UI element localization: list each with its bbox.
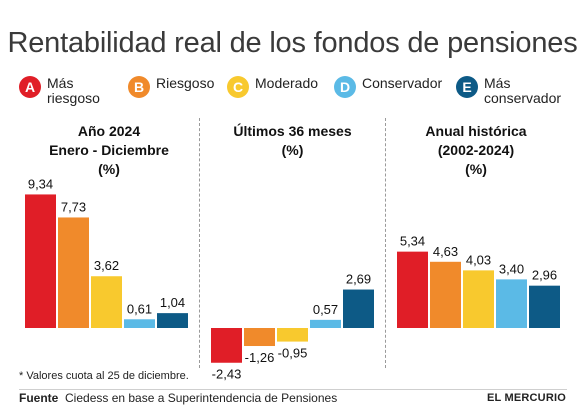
panel-unit-2024: (%) — [98, 161, 120, 177]
legend-label-b: Riesgoso — [156, 76, 214, 91]
panel-unit-36m: (%) — [281, 142, 304, 158]
legend-badge-e: E — [456, 76, 478, 98]
value-label-panel2-b: -1,26 — [245, 350, 275, 365]
chart-title: Rentabilidad real de los fondos de pensi… — [7, 27, 578, 59]
value-label-panel2-e: 2,69 — [346, 272, 371, 287]
value-label-panel3-e: 2,96 — [532, 268, 557, 283]
bar-panel3-b — [430, 261, 461, 328]
legend-badge-d: D — [334, 76, 356, 98]
source-text: Ciedess en base a Superintendencia de Pe… — [65, 391, 338, 405]
legend-label-a-line2: riesgoso — [47, 90, 100, 106]
value-label-panel3-d: 3,40 — [499, 261, 524, 276]
legend-label-b-line1: Riesgoso — [156, 75, 215, 91]
panel-subtitle-2024: Enero - Diciembre — [49, 142, 169, 158]
legend-label-e: Más conservador — [484, 76, 561, 106]
bar-panel1-c — [91, 276, 122, 328]
legend-label-a-line1: Más — [47, 75, 74, 91]
legend-label-d-line1: Conservador — [362, 75, 443, 91]
value-label-panel1-c: 3,62 — [94, 258, 119, 273]
panel-unit-historic: (%) — [465, 161, 487, 177]
value-label-panel1-e: 1,04 — [160, 295, 185, 310]
bar-panel2-c — [277, 328, 308, 342]
bar-panel1-e — [157, 313, 188, 328]
bar-panel3-d — [496, 279, 527, 328]
value-label-panel1-b: 7,73 — [61, 199, 86, 214]
legend-label-c: Moderado — [255, 76, 318, 91]
legend-item-d: D Conservador — [334, 76, 442, 98]
bar-panel1-d — [124, 319, 155, 328]
source-line: Fuente Ciedess en base a Superintendenci… — [19, 391, 337, 405]
legend-label-d: Conservador — [362, 76, 442, 91]
legend-badge-b: B — [128, 76, 150, 98]
bar-panel2-b — [244, 328, 275, 347]
panel-heading-36m: Últimos 36 meses (%) — [200, 122, 385, 160]
legend-item-e: E Más conservador — [456, 76, 561, 106]
legend-label-e-line1: Más — [484, 75, 511, 91]
value-label-panel2-d: 0,57 — [313, 302, 338, 317]
panel-divider-1 — [199, 118, 200, 368]
panel-divider-2 — [385, 118, 386, 368]
value-label-panel3-c: 4,03 — [466, 252, 491, 267]
bar-panel1-a — [25, 194, 56, 328]
panel-subtitle-historic: (2002-2024) — [437, 142, 515, 158]
footnote: * Valores cuota al 25 de diciembre. — [19, 370, 189, 382]
panel-heading-2024: Año 2024 Enero - Diciembre (%) — [19, 122, 199, 179]
legend-label-e-line2: conservador — [484, 90, 562, 106]
bar-panel3-a — [397, 251, 428, 328]
value-label-panel1-d: 0,61 — [127, 301, 152, 316]
source-label: Fuente — [19, 391, 59, 405]
legend-badge-a: A — [19, 76, 41, 98]
panel-title-historic: Anual histórica — [425, 123, 527, 139]
legend-label-c-line1: Moderado — [255, 75, 319, 91]
value-label-panel2-a: -2,43 — [212, 367, 242, 382]
bar-panel2-a — [211, 328, 242, 363]
value-label-panel2-c: -0,95 — [278, 346, 308, 361]
brand: EL MERCURIO — [486, 392, 566, 404]
panel-title-36m: Últimos 36 meses — [233, 123, 352, 139]
value-label-panel3-b: 4,63 — [433, 244, 458, 259]
bar-panel2-e — [343, 289, 374, 328]
bar-panel3-e — [529, 285, 560, 328]
bar-panel3-c — [463, 270, 494, 328]
legend-item-a: A Más riesgoso — [19, 76, 100, 106]
panel-title-2024: Año 2024 — [77, 123, 141, 139]
value-label-panel1-a: 9,34 — [28, 176, 53, 191]
legend-badge-c: C — [227, 76, 249, 98]
legend-item-c: C Moderado — [227, 76, 318, 98]
bar-panel2-d — [310, 319, 341, 328]
legend-item-b: B Riesgoso — [128, 76, 214, 98]
value-label-panel3-a: 5,34 — [400, 234, 425, 249]
legend-label-a: Más riesgoso — [47, 76, 100, 106]
panel-heading-historic: Anual histórica (2002-2024) (%) — [386, 122, 566, 179]
footer-rule — [19, 389, 567, 390]
bar-panel1-b — [58, 217, 89, 328]
